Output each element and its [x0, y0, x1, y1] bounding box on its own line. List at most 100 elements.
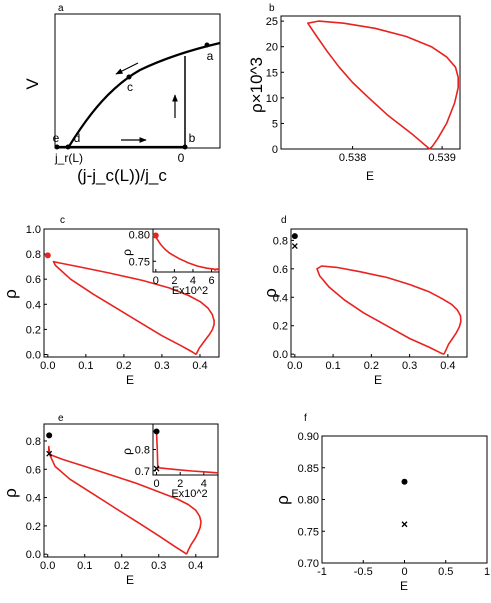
panel-f: -1 -0.5 0 0.5 1 0.70 0.75 0.80 0.85 0.90 f Eρ	[273, 413, 490, 593]
panel-b-xlabel: E	[366, 169, 374, 183]
panel-d-ytick-label: 0.2	[273, 321, 288, 333]
panel-c-frame	[43, 228, 220, 358]
panel-c-ytick-label: 0.6	[26, 274, 41, 286]
panel-b-label: b	[269, 3, 275, 14]
panel-c-label: c	[60, 215, 65, 226]
panel-c-inset-series-1	[213, 268, 220, 272]
panel-e-inset-ytick-label: 0.8	[135, 445, 150, 457]
panel-f-xlabel: E	[400, 579, 408, 593]
panel-d-ytick-label: 0.4	[273, 292, 288, 304]
panel-c-ytick-label: 0.2	[26, 324, 41, 336]
panel-c-ylabel: ρ	[1, 289, 20, 299]
panel-e-ytick-label: 0.6	[26, 464, 41, 476]
panel-f-ytick-label: 0.70	[298, 558, 319, 570]
panel-e-series-0	[48, 445, 202, 555]
panel-a-point-c	[126, 74, 132, 80]
panel-f-ytick-label: 0.90	[298, 431, 319, 443]
panel-e-xlabel: E	[126, 573, 134, 587]
panel-e-xtick-label: 0.0	[40, 560, 55, 572]
panel-e-point-x	[46, 450, 53, 457]
panel-e-ytick-label: 0.0	[26, 549, 41, 561]
panel-b-ytick-label: 10	[266, 93, 278, 105]
panel-f-xtick-label: -1	[317, 566, 327, 578]
panel-d-xlabel: E	[374, 373, 382, 387]
panel-c-xtick-label: 0.4	[192, 360, 207, 372]
panel-b-ytick-label: 0	[272, 144, 278, 156]
panel-e-inset: 0 2 4 0.7 0.8 Ex10^2 ρ	[120, 423, 219, 500]
panel-f-ytick-label: 0.80	[298, 495, 319, 507]
panel-e-inset-point-dot	[153, 428, 160, 435]
panel-b-ylabel: ρ×10^3	[247, 57, 266, 113]
panel-e-inset-xtick-label: 4	[201, 478, 207, 490]
panel-f-point-dot	[401, 478, 408, 485]
panel-c-inset-ytick-label: 0.80	[129, 229, 150, 241]
panel-d-xtick-label: 0.1	[325, 360, 340, 372]
panel-d-point-x	[291, 243, 298, 250]
panel-b-ytick-label: 25	[266, 16, 278, 28]
panel-c-inset-series-0	[155, 236, 220, 271]
panel-d-xtick-label: 0.2	[364, 360, 379, 372]
panel-b-series-0	[307, 20, 459, 150]
panel-f-xtick-label: 1	[484, 566, 490, 578]
panel-d-xtick-label: 0.4	[440, 360, 455, 372]
panel-c-inset-xtick-label: 4	[190, 275, 196, 287]
panel-f-ytick-label: 0.85	[298, 463, 319, 475]
panel-e-inset-series-0	[155, 431, 159, 468]
panel-e-ytick-label: 0.4	[26, 493, 41, 505]
panel-a-label-b: b	[189, 131, 196, 145]
panel-a-label: a	[58, 3, 64, 14]
panel-a: a V e d c b a j_r(L) 0 (j-j_c(L))/j_c	[23, 3, 221, 185]
panel-e-inset-xtick-label: 2	[177, 478, 183, 490]
panel-f-xtick-label: -0.5	[354, 566, 373, 578]
panel-f-point-x	[401, 521, 408, 528]
panel-d-xtick-label: 0.3	[402, 360, 417, 372]
panel-b-ytick-label: 15	[266, 67, 278, 79]
panel-b-frame	[280, 15, 461, 150]
panel-c-inset-xtick-label: 6	[209, 275, 215, 287]
panel-f-xtick-label: 0	[401, 566, 407, 578]
panel-c: 0.0 0.1 0.2 0.3 0.4 0.0 0.2 0.4 0.6 0.8 1.0 c Eρ 0 2 4 6…	[1, 215, 220, 387]
panel-b: 0.538 0.539 0 5 10 15 20 25 b Eρ×10^3	[247, 3, 461, 183]
panel-e-inset-frame	[152, 423, 219, 476]
panel-e-inset-ylabel: ρ	[120, 448, 134, 455]
panel-c-ytick-label: 0.0	[26, 349, 41, 361]
panel-d-frame	[290, 228, 468, 358]
panel-e-inset-series-1	[156, 466, 219, 474]
panel-c-inset-frame	[152, 228, 220, 273]
panel-b-ytick-label: 20	[266, 42, 278, 54]
panel-c-inset-point-dot	[152, 232, 159, 239]
panel-e-xtick-label: 0.1	[77, 560, 92, 572]
panel-e-inset-xlabel: Ex10^2	[171, 488, 207, 500]
panel-d: 0.0 0.1 0.2 0.3 0.4 0.0 0.2 0.4 0.6 0.8 d Eρ	[261, 215, 468, 387]
panel-f-ylabel: ρ	[273, 495, 292, 505]
panel-a-curve	[67, 41, 221, 149]
panel-e-xtick-label: 0.3	[151, 560, 166, 572]
panel-a-point-d	[65, 144, 71, 150]
panel-d-ylabel: ρ	[261, 288, 280, 298]
panel-c-xtick-label: 0.3	[154, 360, 169, 372]
panel-b-ytick-label: 5	[272, 118, 278, 130]
panel-a-label-d: d	[74, 131, 81, 145]
panel-a-point-b	[182, 144, 188, 150]
panel-e-xtick-label: 0.4	[188, 560, 203, 572]
panel-c-xtick-label: 0.2	[116, 360, 131, 372]
panel-a-label-a: a	[207, 49, 214, 63]
panel-e-ytick-label: 0.8	[26, 436, 41, 448]
panel-a-arrow-left	[115, 62, 139, 75]
panel-a-xlabel: (j-j_c(L))/j_c	[77, 166, 167, 185]
panel-d-ytick-label: 0.0	[273, 349, 288, 361]
panel-c-series-0	[52, 260, 215, 356]
panel-c-xtick-label: 0.0	[40, 360, 55, 372]
panel-c-ytick-label: 0.8	[26, 249, 41, 261]
panel-c-inset-xtick-label: 2	[171, 275, 177, 287]
panel-f-frame	[321, 435, 488, 564]
panel-f-xtick-label: 0.5	[438, 566, 453, 578]
panel-c-inset: 0 2 4 6 0.75 0.80 Ex10^2 ρ	[120, 228, 220, 297]
panel-c-xlabel: E	[126, 373, 134, 387]
panel-d-point-dot	[291, 233, 298, 240]
panel-e-inset-ytick-label: 0.7	[135, 466, 150, 478]
panel-c-point-dot	[44, 252, 51, 259]
panel-c-ytick-label: 1.0	[26, 224, 41, 236]
